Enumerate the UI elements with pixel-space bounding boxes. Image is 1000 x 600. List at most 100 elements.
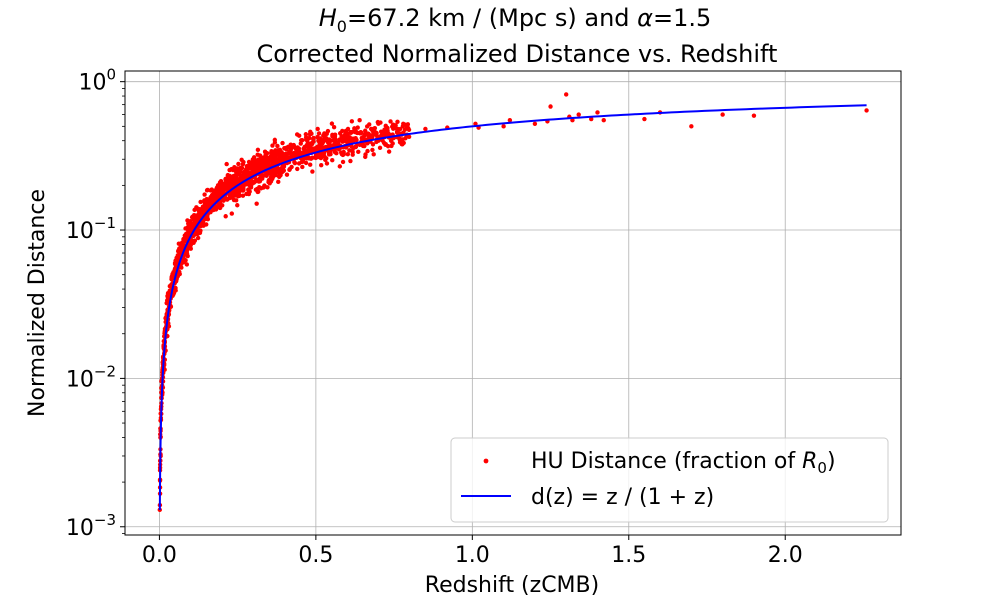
scatter-point	[220, 183, 225, 188]
scatter-point	[363, 154, 368, 160]
scatter-point	[257, 166, 262, 172]
scatter-point	[370, 127, 375, 133]
legend-scatter-sub: 0	[817, 459, 827, 477]
scatter-point	[399, 141, 404, 147]
scatter-point	[326, 140, 331, 145]
scatter-point	[300, 164, 305, 170]
scatter-point	[268, 175, 274, 180]
scatter-point	[217, 205, 223, 211]
axes-frame	[124, 70, 902, 536]
scatter-point	[262, 183, 267, 188]
scatter-point	[284, 147, 289, 152]
scatter-point	[263, 153, 268, 159]
scatter-point	[182, 237, 187, 242]
scatter-point	[233, 198, 239, 203]
scatter-point	[185, 218, 190, 223]
scatter-point	[236, 161, 241, 167]
scatter-point	[257, 184, 262, 190]
scatter-point	[353, 144, 358, 149]
scatter-point	[402, 122, 408, 127]
title-h0-value: =67.2 km / (Mpc s) and	[347, 4, 637, 32]
scatter-point	[292, 159, 297, 165]
scatter-point	[263, 164, 269, 169]
scatter-point	[204, 188, 210, 193]
scatter-point	[375, 119, 381, 125]
scatter-point	[319, 162, 324, 168]
scatter-point	[224, 161, 229, 167]
scatter-point	[195, 229, 200, 234]
scatter-point	[350, 136, 356, 141]
scatter-point	[576, 112, 581, 117]
title-h0-subscript: 0	[337, 17, 347, 36]
scatter-point	[204, 201, 209, 207]
scatter-point	[720, 112, 725, 117]
scatter-point	[229, 211, 235, 216]
scatter-point	[235, 166, 240, 171]
scatter-point	[185, 231, 190, 236]
scatter-point	[255, 189, 260, 195]
scatter-point	[259, 158, 265, 164]
scatter-point	[268, 153, 274, 159]
scatter-point	[224, 176, 229, 181]
scatter-point	[302, 144, 307, 150]
scatter-point	[589, 116, 594, 122]
scatter-point	[191, 217, 197, 222]
scatter-point	[254, 201, 259, 206]
scatter-point	[337, 164, 343, 169]
scatter-point	[194, 213, 200, 218]
scatter-point	[277, 153, 282, 158]
scatter-point	[229, 166, 234, 172]
scatter-point	[287, 150, 292, 155]
scatter-point	[332, 138, 337, 143]
scatter-point	[355, 125, 360, 130]
legend-entry-scatter: HU Distance (fraction of R0)	[531, 449, 836, 477]
scatter-point	[601, 117, 606, 123]
title-alpha-symbol: α	[637, 4, 653, 32]
title-h0-symbol: H	[319, 4, 337, 32]
scatter-point	[388, 138, 394, 143]
scatter-point	[169, 275, 175, 280]
scatter-point	[284, 172, 290, 177]
scatter-point	[348, 130, 354, 136]
scatter-point	[198, 199, 203, 205]
scatter-point	[294, 132, 300, 137]
scatter-point	[280, 168, 286, 174]
scatter-point	[276, 179, 281, 185]
scatter-point	[335, 140, 341, 145]
scatter-point	[235, 203, 240, 208]
legend-scatter-italic: R	[802, 449, 817, 474]
legend-scatter-label: HU Distance (fraction of	[531, 449, 802, 474]
scatter-point	[321, 139, 326, 144]
scatter-point	[246, 179, 251, 185]
scatter-point	[270, 143, 275, 148]
scatter-point	[395, 119, 400, 124]
legend-entry-curve: d(z) = z / (1 + z)	[531, 485, 714, 510]
scatter-point	[341, 149, 346, 155]
scatter-point	[202, 192, 207, 197]
scatter-point	[248, 185, 254, 190]
title-alpha-value: =1.5	[653, 4, 711, 32]
scatter-point	[299, 159, 304, 165]
scatter-point	[201, 223, 206, 228]
scatter-point	[307, 145, 313, 151]
scatter-point	[306, 156, 311, 161]
scatter-point	[350, 148, 355, 154]
scatter-point	[237, 188, 243, 194]
scatter-point	[570, 117, 575, 123]
scatter-point	[264, 173, 269, 178]
scatter-point	[689, 124, 694, 129]
scatter-point	[310, 169, 315, 174]
scatter-point	[334, 151, 339, 156]
scatter-point	[167, 288, 172, 293]
scatter-point	[235, 194, 241, 199]
scatter-point	[271, 172, 277, 178]
scatter-point	[548, 104, 553, 109]
scatter-point	[184, 262, 190, 267]
scatter-point	[642, 116, 647, 122]
y-tick-label: 100	[78, 66, 116, 96]
scatter-point	[168, 283, 173, 289]
scatter-point	[563, 92, 569, 97]
scatter-point	[397, 137, 403, 143]
scatter-point	[188, 224, 193, 230]
